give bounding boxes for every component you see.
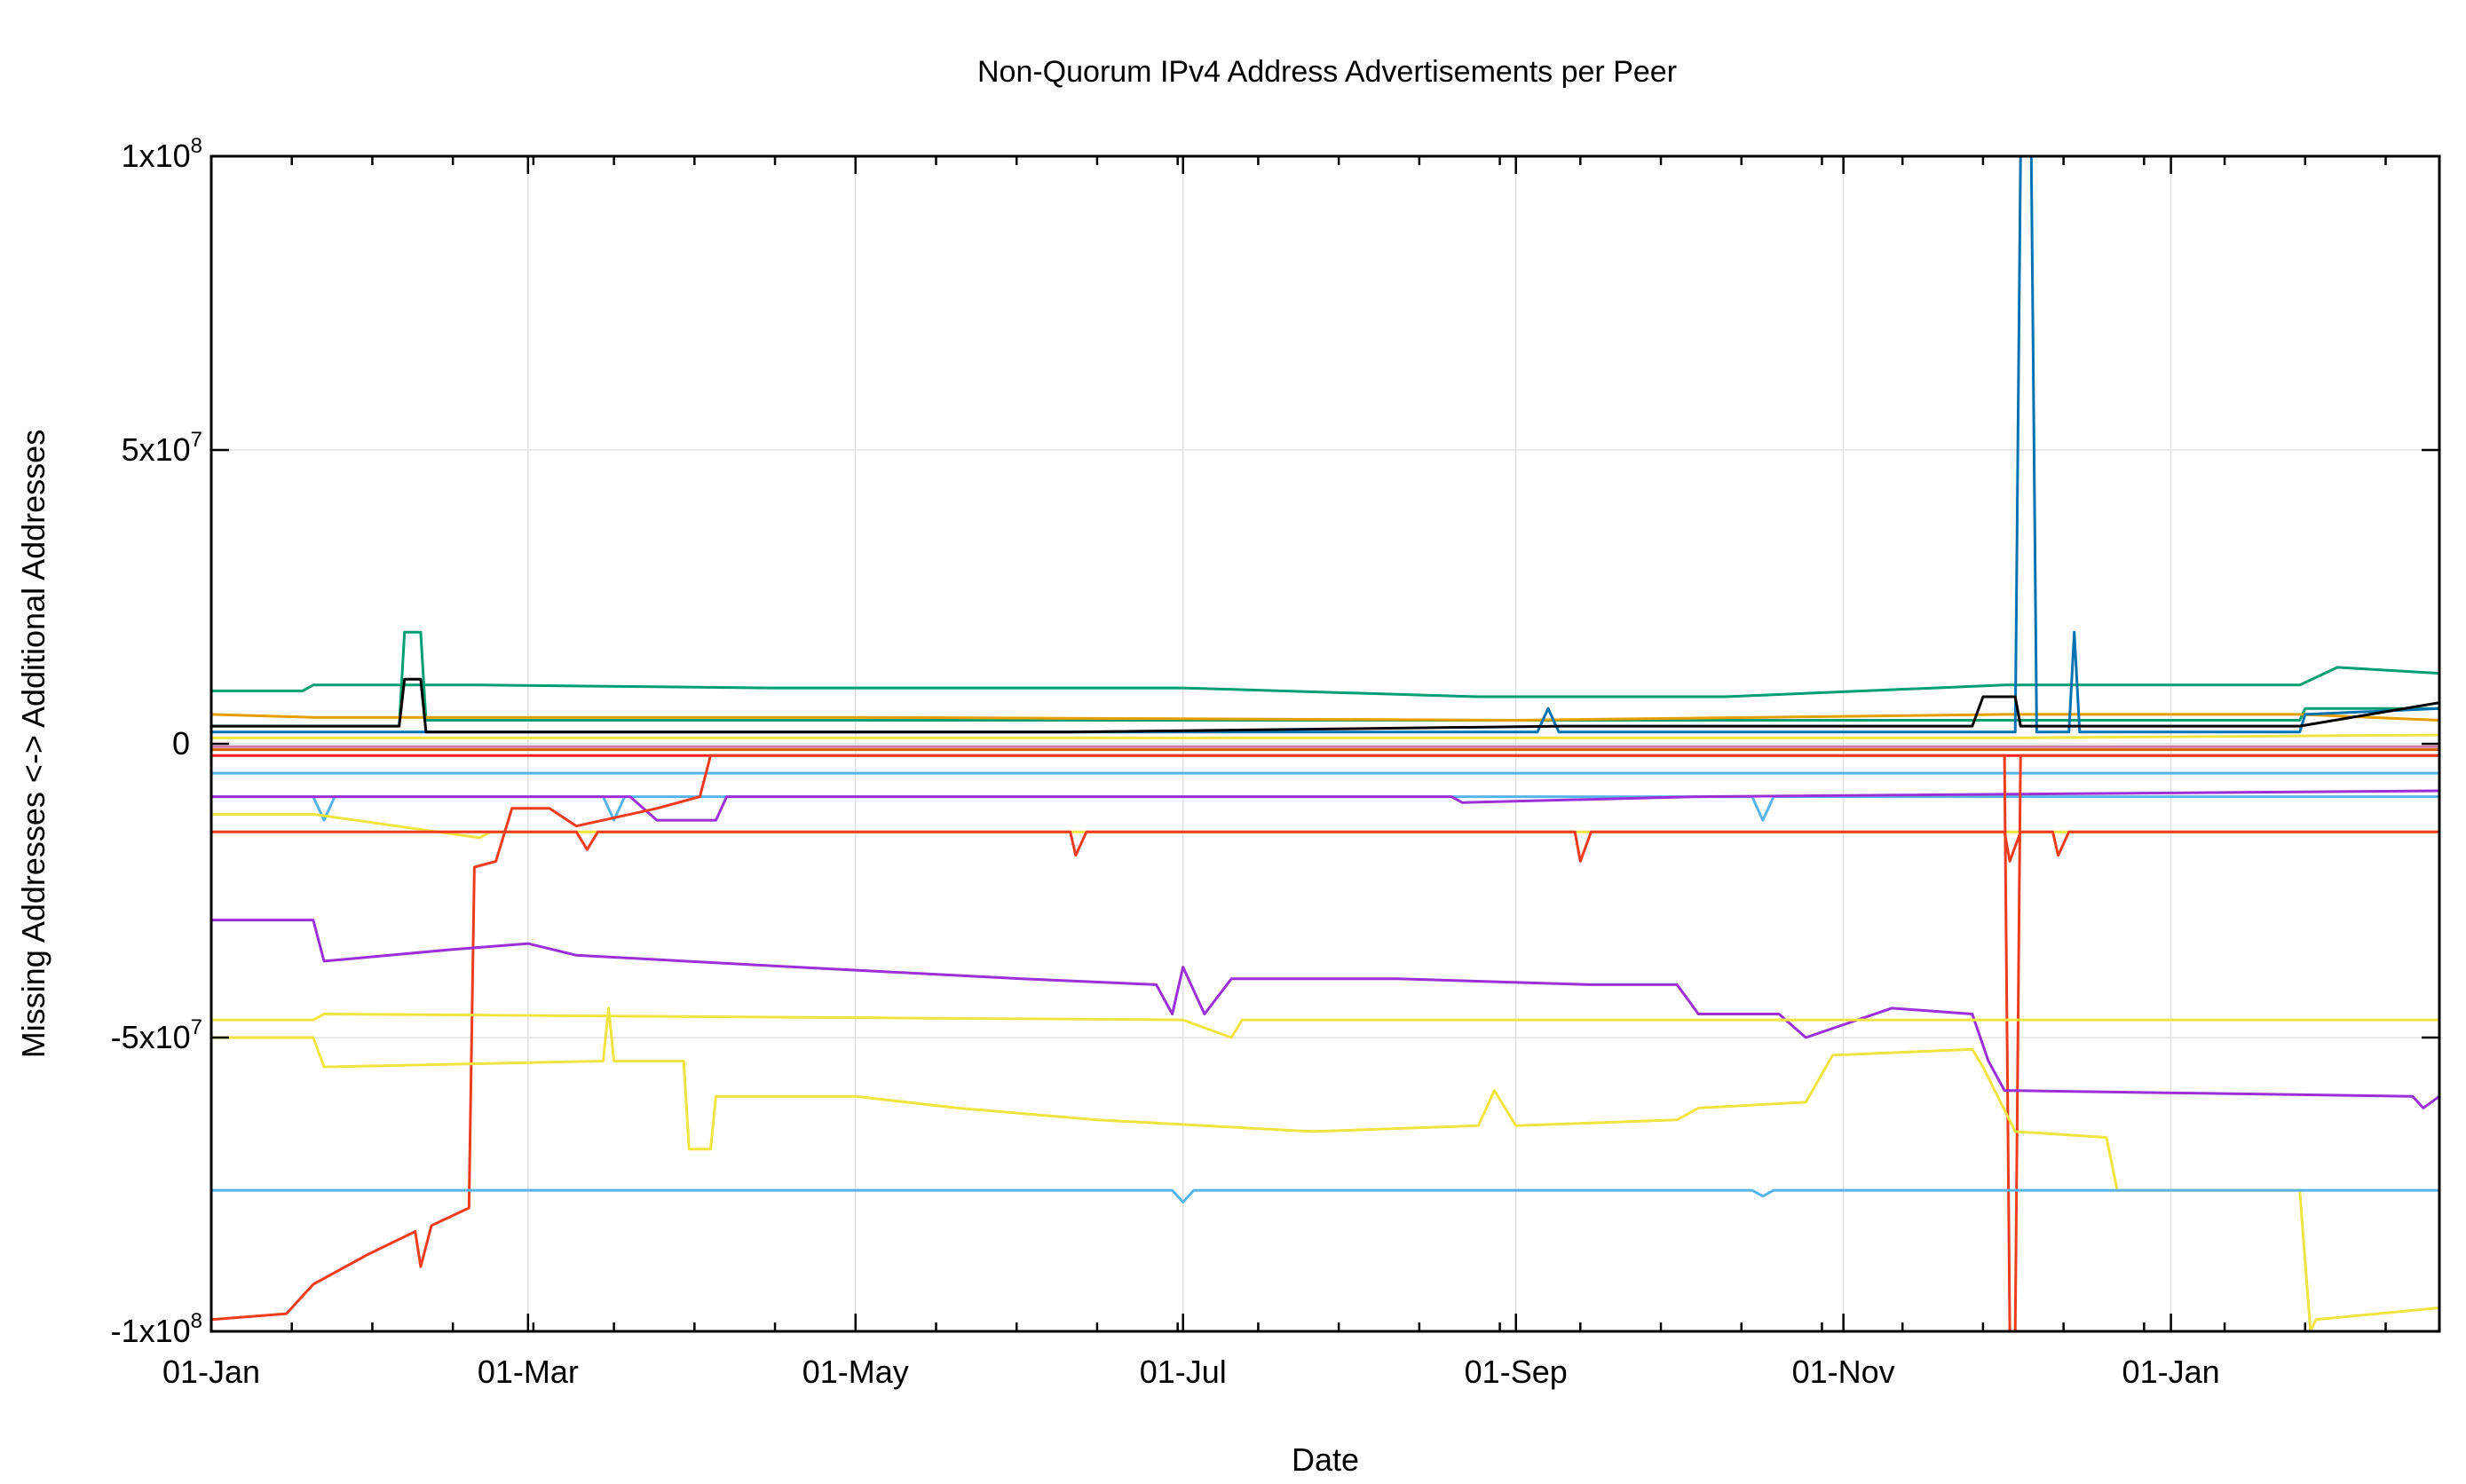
x-tick-label: 01-Jan <box>162 1354 260 1390</box>
series-line-16 <box>211 919 2440 1109</box>
series-line-3 <box>210 713 2440 722</box>
series-line-15 <box>210 754 2439 1333</box>
series-line-19 <box>211 1188 2439 1204</box>
x-tick-label: 01-Mar <box>478 1354 579 1390</box>
axis-ticks <box>209 154 2439 1333</box>
chart-title: Non-Quorum IPv4 Address Advertisements p… <box>977 55 1677 89</box>
y-tick-label: 5x107 <box>122 428 202 468</box>
x-axis-label: Date <box>1292 1441 1359 1478</box>
series-line-4 <box>211 154 2440 734</box>
series-line-6 <box>211 733 2440 739</box>
x-axis-tick-labels: 01-Jan 01-Mar 01-May 01-Jul 01-Sep 01-Nov 01-J… <box>162 1354 2220 1390</box>
y-tick-label: 1x108 <box>122 134 202 174</box>
series-line-17 <box>211 1006 2440 1333</box>
x-tick-label: 01-Jul <box>1140 1354 1227 1390</box>
series-line-10 <box>211 795 2439 822</box>
series-line-13 <box>211 812 2439 840</box>
series-line-2 <box>211 630 2439 728</box>
gridlines <box>211 156 2439 1331</box>
y-axis-label: Missing Addresses <-> Additional Address… <box>15 430 51 1058</box>
x-tick-label: 01-Nov <box>1792 1354 1895 1390</box>
x-tick-label: 01-Sep <box>1465 1354 1568 1390</box>
series-line-5 <box>211 677 2440 734</box>
series-line-12 <box>211 789 2440 822</box>
y-tick-label: -1x108 <box>111 1309 202 1349</box>
series-line-14 <box>211 830 2439 863</box>
x-tick-label: 01-May <box>802 1354 909 1390</box>
y-tick-label: -5x107 <box>111 1015 202 1055</box>
series-line-18 <box>211 1013 2439 1039</box>
x-tick-label: 01-Jan <box>2122 1354 2220 1390</box>
y-tick-label: 0 <box>172 725 190 762</box>
series-line-1 <box>211 666 2440 699</box>
y-axis-tick-labels: 1x108 5x107 0 -5x107 -1x108 <box>111 134 202 1349</box>
data-series <box>210 154 2440 1333</box>
